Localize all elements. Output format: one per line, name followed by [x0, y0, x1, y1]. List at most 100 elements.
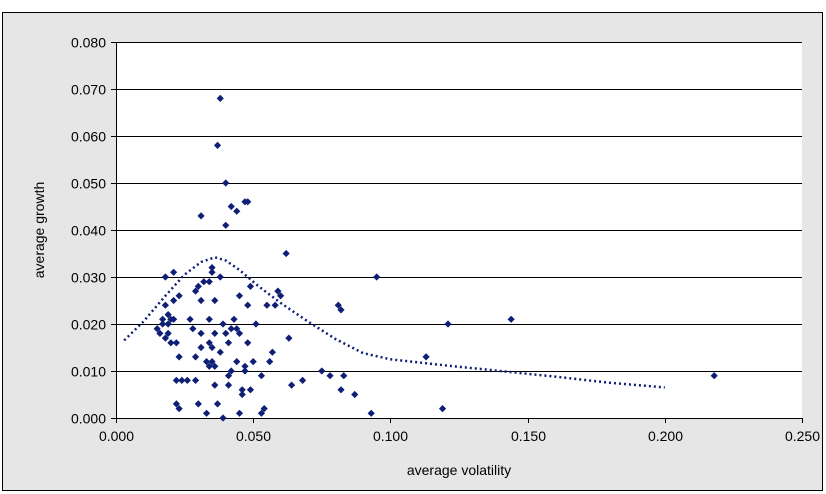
- data-point: [219, 320, 227, 328]
- data-point: [170, 296, 178, 305]
- axes: [111, 42, 803, 423]
- data-point: [175, 292, 183, 300]
- y-tick-labels: 0.000 0.010 0.020 0.030 0.040 0.050 0.060 0.070…: [71, 35, 106, 427]
- data-point: [213, 400, 222, 408]
- data-point: [238, 386, 246, 394]
- data-point: [233, 358, 241, 366]
- data-point: [205, 362, 213, 370]
- data-point: [235, 409, 244, 417]
- y-axis-label: average growth: [31, 182, 47, 279]
- data-point: [268, 348, 277, 356]
- data-point: [205, 339, 213, 347]
- data-points: [153, 94, 718, 422]
- data-point: [252, 320, 260, 328]
- data-point: [244, 198, 252, 206]
- data-point: [238, 390, 246, 399]
- data-point: [367, 409, 375, 417]
- data-point: [172, 339, 180, 347]
- x-tick-label: 0.150: [511, 428, 546, 444]
- y-tick-label: 0.000: [71, 411, 106, 427]
- data-point: [164, 329, 172, 337]
- data-point: [326, 372, 334, 380]
- data-point: [246, 386, 255, 394]
- data-point: [233, 325, 241, 333]
- data-point: [222, 329, 230, 337]
- data-point: [318, 367, 326, 375]
- data-point: [241, 362, 249, 370]
- data-point: [211, 381, 219, 389]
- data-point: [227, 367, 235, 375]
- x-tick-label: 0.000: [99, 428, 134, 444]
- data-point: [197, 212, 205, 220]
- data-point: [197, 329, 205, 337]
- data-point: [222, 221, 230, 229]
- data-point: [175, 405, 183, 413]
- data-point: [351, 390, 359, 399]
- data-point: [233, 207, 241, 215]
- data-point: [235, 329, 244, 337]
- data-point: [507, 315, 515, 323]
- trendline: [123, 255, 665, 389]
- x-tick-label: 0.200: [648, 428, 683, 444]
- data-point: [230, 315, 238, 323]
- data-point: [178, 376, 186, 384]
- y-tick-label: 0.020: [71, 317, 106, 333]
- data-point: [288, 381, 296, 389]
- data-point: [197, 296, 205, 305]
- y-tick-label: 0.070: [71, 82, 106, 98]
- data-point: [200, 278, 208, 286]
- data-point: [257, 372, 266, 380]
- data-point: [340, 372, 348, 380]
- data-point: [197, 343, 205, 352]
- data-point: [153, 325, 161, 333]
- data-point: [337, 386, 345, 394]
- data-point: [205, 315, 213, 323]
- data-point: [191, 353, 200, 361]
- data-point: [172, 400, 180, 408]
- data-point: [285, 334, 293, 342]
- data-point: [422, 353, 430, 361]
- data-point: [161, 273, 169, 281]
- data-point: [172, 376, 180, 384]
- data-point: [183, 376, 191, 384]
- data-point: [194, 282, 202, 290]
- x-tick-label: 0.250: [785, 428, 820, 444]
- data-point: [208, 358, 216, 366]
- data-point: [710, 372, 718, 380]
- data-point: [224, 339, 233, 347]
- data-point: [164, 320, 172, 328]
- data-point: [224, 381, 233, 389]
- y-tick-label: 0.010: [71, 364, 106, 380]
- data-point: [194, 400, 202, 408]
- data-point: [208, 268, 216, 276]
- data-point: [438, 405, 447, 413]
- data-point: [191, 287, 200, 295]
- data-point: [202, 409, 211, 417]
- data-point: [164, 311, 172, 319]
- data-point: [373, 273, 381, 281]
- data-point: [156, 329, 164, 337]
- y-tick-label: 0.040: [71, 223, 106, 239]
- data-point: [244, 339, 252, 347]
- data-point: [161, 334, 169, 342]
- y-tick-label: 0.050: [71, 176, 106, 192]
- y-tick-label: 0.060: [71, 129, 106, 145]
- data-point: [227, 202, 235, 211]
- data-point: [189, 325, 197, 333]
- data-point: [244, 301, 252, 309]
- data-point: [205, 278, 213, 286]
- data-point: [211, 296, 219, 305]
- data-point: [277, 292, 285, 300]
- data-point: [167, 339, 175, 347]
- data-point: [282, 249, 290, 258]
- grid-lines: [116, 42, 802, 372]
- data-point: [211, 329, 219, 337]
- data-point: [241, 367, 249, 375]
- x-axis-label: average volatility: [407, 462, 511, 478]
- data-point: [216, 348, 224, 356]
- data-point: [249, 358, 257, 366]
- data-point: [222, 179, 230, 187]
- data-point: [224, 372, 233, 380]
- data-point: [202, 358, 211, 366]
